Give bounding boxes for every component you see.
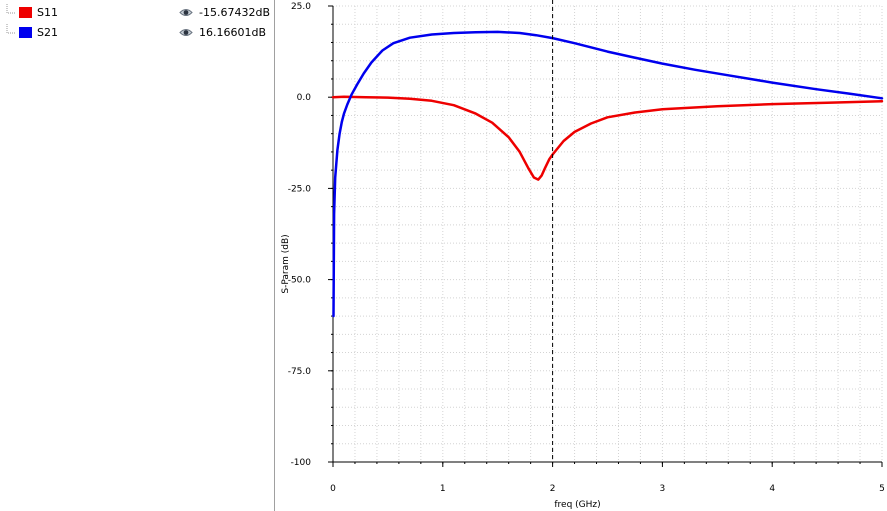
legend-item-s11[interactable]: S11 -15.67432dB xyxy=(0,4,274,22)
y-tick-label: -75.0 xyxy=(288,367,312,377)
axes xyxy=(332,6,882,463)
legend-swatch-s11 xyxy=(19,7,32,18)
series-line-s21 xyxy=(332,30,884,318)
series-line-s11 xyxy=(331,95,884,181)
x-tick-label: 0 xyxy=(330,484,336,494)
grid xyxy=(332,5,883,463)
x-tick-label: 4 xyxy=(769,484,775,494)
legend-value-s11: -15.67432dB xyxy=(199,6,270,19)
y-tick-label: -50.0 xyxy=(288,276,312,286)
legend-label-s21: S21 xyxy=(37,26,58,39)
y-tick-label: -25.0 xyxy=(288,184,312,194)
tick-labels: 25.0 0.0 -25.0 -50.0 -75.0 -100 0 1 2 3 4 5 xyxy=(288,2,885,494)
series-lines xyxy=(331,30,884,318)
x-tick-label: 2 xyxy=(550,484,556,494)
legend-swatch-s21 xyxy=(19,27,32,38)
x-tick-label: 3 xyxy=(660,484,666,494)
tree-connector-icon xyxy=(6,24,16,34)
x-axis-title: freq (GHz) xyxy=(554,500,600,510)
legend-value-s21: 16.16601dB xyxy=(199,26,267,39)
x-tick-label: 1 xyxy=(440,484,446,494)
eye-icon[interactable] xyxy=(179,27,193,38)
y-tick-label: -100 xyxy=(291,458,312,468)
y-axis-title: S-Param (dB) xyxy=(281,234,291,293)
legend-label-s11: S11 xyxy=(37,6,58,19)
y-tick-label: 25.0 xyxy=(291,2,311,12)
eye-icon[interactable] xyxy=(179,7,193,18)
tree-connector-icon xyxy=(6,4,16,14)
x-tick-label: 5 xyxy=(879,484,885,494)
y-tick-label: 0.0 xyxy=(297,93,312,103)
s-param-plot[interactable]: 25.0 0.0 -25.0 -50.0 -75.0 -100 0 1 2 3 4 5 freq (G… xyxy=(276,0,887,511)
legend-panel: S11 -15.67432dB S21 16.16601dB xyxy=(0,0,275,511)
legend-item-s21[interactable]: S21 16.16601dB xyxy=(0,24,274,42)
